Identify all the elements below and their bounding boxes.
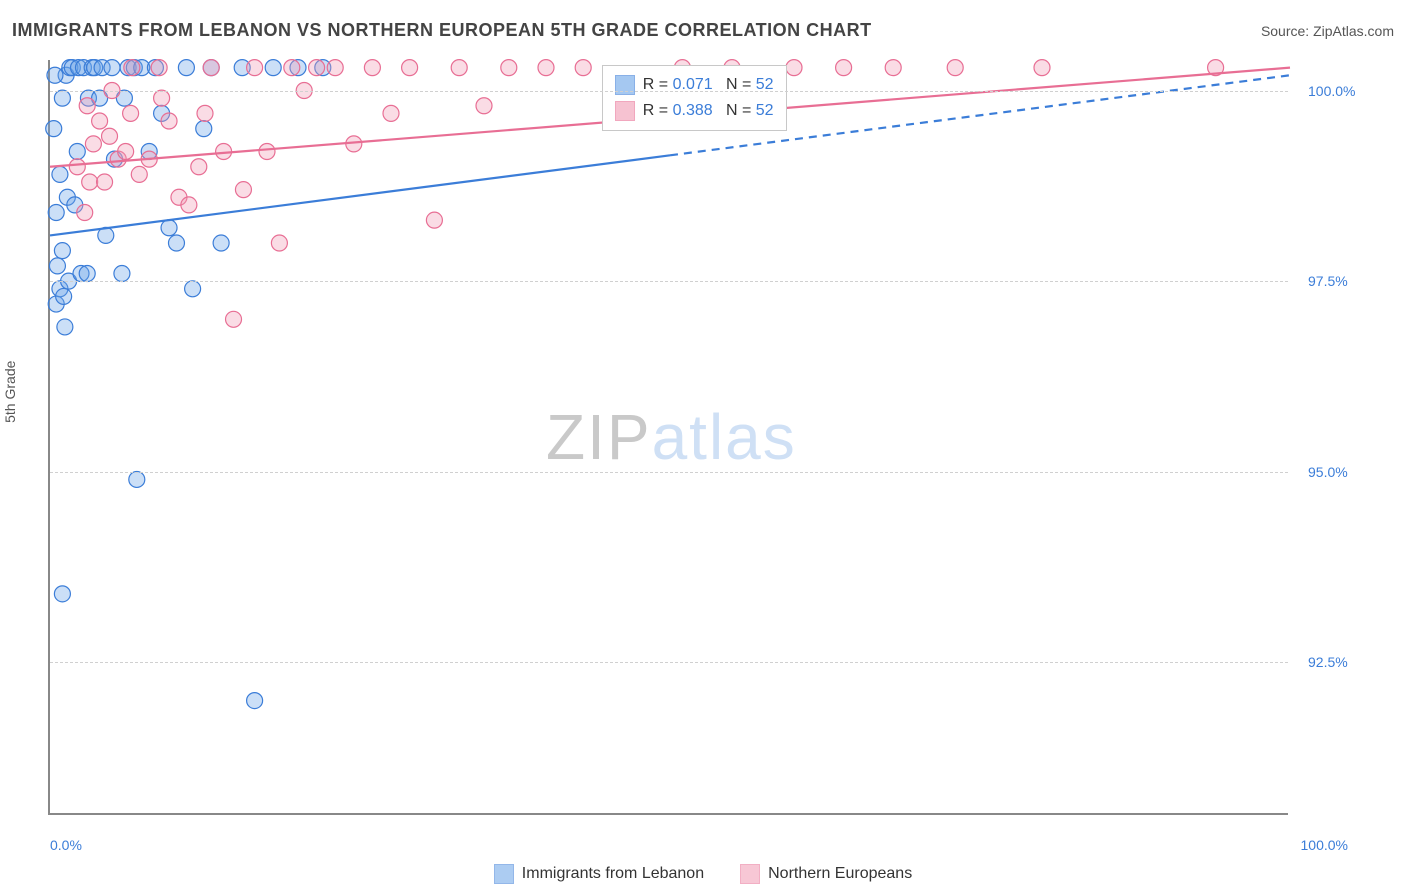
data-point-lebanon	[52, 166, 68, 182]
legend-swatch	[615, 101, 635, 121]
y-tick-label: 92.5%	[1308, 654, 1348, 670]
data-point-neuro	[885, 60, 901, 76]
bottom-legend-item-lebanon: Immigrants from Lebanon	[494, 864, 704, 884]
data-point-lebanon	[69, 144, 85, 160]
data-point-neuro	[364, 60, 380, 76]
data-point-neuro	[97, 174, 113, 190]
data-point-lebanon	[54, 586, 70, 602]
data-point-neuro	[786, 60, 802, 76]
data-point-neuro	[131, 166, 147, 182]
bottom-legend-item-neuro: Northern Europeans	[740, 864, 912, 884]
data-point-neuro	[402, 60, 418, 76]
data-point-lebanon	[114, 266, 130, 282]
y-tick-label: 97.5%	[1308, 273, 1348, 289]
bottom-legend-label: Northern Europeans	[768, 865, 912, 883]
data-point-lebanon	[185, 281, 201, 297]
data-point-neuro	[309, 60, 325, 76]
legend-swatch	[615, 75, 635, 95]
data-point-neuro	[947, 60, 963, 76]
correlation-legend-box: R = 0.071 N = 52 R = 0.388 N = 52	[602, 65, 787, 131]
data-point-neuro	[451, 60, 467, 76]
data-point-neuro	[538, 60, 554, 76]
data-point-neuro	[124, 60, 140, 76]
legend-row-lebanon: R = 0.071 N = 52	[615, 72, 774, 98]
bottom-legend: Immigrants from Lebanon Northern European…	[0, 864, 1406, 884]
plot-svg	[50, 60, 1288, 813]
data-point-neuro	[271, 235, 287, 251]
data-point-neuro	[92, 113, 108, 129]
data-point-lebanon	[247, 693, 263, 709]
data-point-lebanon	[57, 319, 73, 335]
bottom-legend-label: Immigrants from Lebanon	[522, 865, 704, 883]
data-point-neuro	[118, 144, 134, 160]
data-point-neuro	[836, 60, 852, 76]
data-point-lebanon	[196, 121, 212, 137]
legend-row-neuro: R = 0.388 N = 52	[615, 98, 774, 124]
data-point-neuro	[327, 60, 343, 76]
data-point-neuro	[191, 159, 207, 175]
data-point-neuro	[426, 212, 442, 228]
data-point-neuro	[259, 144, 275, 160]
x-max-label: 100.0%	[1301, 837, 1348, 853]
gridline	[50, 91, 1288, 92]
data-point-lebanon	[161, 220, 177, 236]
data-point-lebanon	[48, 205, 64, 221]
data-point-neuro	[69, 159, 85, 175]
data-point-neuro	[383, 105, 399, 121]
legend-swatch	[740, 864, 760, 884]
gridline	[50, 281, 1288, 282]
data-point-lebanon	[49, 258, 65, 274]
data-point-neuro	[77, 205, 93, 221]
gridline	[50, 472, 1288, 473]
data-point-lebanon	[104, 60, 120, 76]
data-point-neuro	[123, 105, 139, 121]
data-point-neuro	[203, 60, 219, 76]
data-point-neuro	[226, 311, 242, 327]
legend-r-n-text: R = 0.388 N = 52	[643, 102, 774, 120]
data-point-lebanon	[265, 60, 281, 76]
gridline	[50, 662, 1288, 663]
data-point-lebanon	[168, 235, 184, 251]
data-point-lebanon	[129, 471, 145, 487]
data-point-lebanon	[178, 60, 194, 76]
data-point-neuro	[235, 182, 251, 198]
data-point-neuro	[1034, 60, 1050, 76]
y-tick-label: 100.0%	[1308, 83, 1355, 99]
data-point-lebanon	[46, 121, 62, 137]
data-point-neuro	[501, 60, 517, 76]
chart-title: IMMIGRANTS FROM LEBANON VS NORTHERN EURO…	[12, 20, 872, 41]
data-point-neuro	[151, 60, 167, 76]
data-point-lebanon	[47, 67, 63, 83]
legend-swatch	[494, 864, 514, 884]
x-min-label: 0.0%	[50, 837, 82, 853]
data-point-neuro	[154, 90, 170, 106]
data-point-neuro	[476, 98, 492, 114]
title-row: IMMIGRANTS FROM LEBANON VS NORTHERN EURO…	[12, 20, 1394, 41]
source-label: Source: ZipAtlas.com	[1261, 23, 1394, 39]
data-point-neuro	[284, 60, 300, 76]
data-point-neuro	[102, 128, 118, 144]
data-point-lebanon	[56, 288, 72, 304]
plot-area: ZIPatlas R = 0.071 N = 52R = 0.388 N = 5…	[48, 60, 1288, 815]
data-point-neuro	[181, 197, 197, 213]
data-point-neuro	[197, 105, 213, 121]
data-point-neuro	[82, 174, 98, 190]
data-point-neuro	[79, 98, 95, 114]
chart-container: IMMIGRANTS FROM LEBANON VS NORTHERN EURO…	[0, 0, 1406, 892]
y-axis-label: 5th Grade	[2, 361, 18, 423]
data-point-lebanon	[213, 235, 229, 251]
data-point-lebanon	[54, 90, 70, 106]
y-tick-label: 95.0%	[1308, 464, 1348, 480]
data-point-neuro	[85, 136, 101, 152]
data-point-neuro	[575, 60, 591, 76]
data-point-neuro	[161, 113, 177, 129]
data-point-lebanon	[79, 266, 95, 282]
data-point-neuro	[247, 60, 263, 76]
data-point-lebanon	[54, 243, 70, 259]
